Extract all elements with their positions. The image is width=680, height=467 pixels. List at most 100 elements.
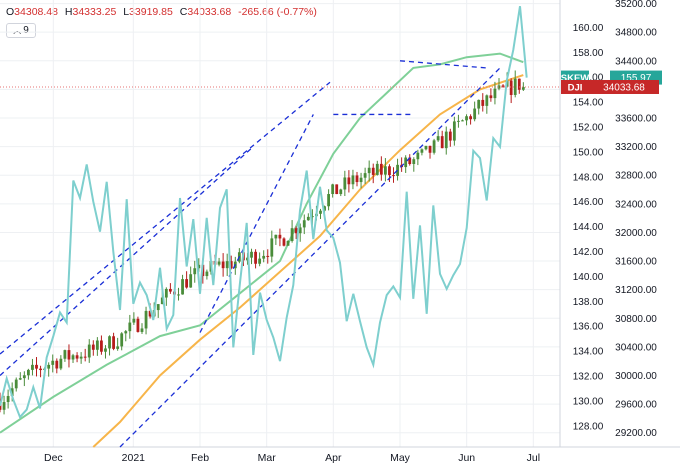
candle-body [100,340,103,352]
candle-body [481,99,485,106]
candle-body [270,238,274,257]
candle-body [306,216,310,221]
candle-body [10,388,14,397]
candle-body [375,163,379,175]
candle-body [379,163,383,175]
dji-tick-label-14: 34800.00 [615,28,657,39]
candle-body [193,268,197,275]
dji-name-label: DJI [568,82,583,93]
candle-body [517,78,521,90]
chevron-up-icon: ︿ [13,26,22,35]
candle-body [71,355,75,360]
x-tick-label-1: 2021 [122,452,146,464]
dji-tick-label-13: 34400.00 [615,56,657,67]
x-tick-label-3: Mar [258,452,277,464]
candle-body [335,184,339,195]
candle-body [286,240,290,246]
candle-body [339,189,343,195]
candle-body [6,396,10,403]
candle-body [31,364,34,370]
candle-body [298,227,302,234]
candle-body [59,358,63,369]
dji-tick-label-6: 31600.00 [615,257,657,268]
candle-body [156,304,160,311]
candle-body [327,194,331,207]
candle-body [331,184,335,195]
trendline-5 [199,114,314,333]
candle-body [274,234,278,239]
candle-body [246,257,249,261]
candle-body [140,328,144,332]
candle-body [290,228,294,241]
skew-tick-label-2: 132.00 [573,372,604,383]
candle-body [39,368,42,371]
dji-tick-label-10: 33200.00 [615,142,657,153]
candle-body [343,177,347,190]
candle-body [83,356,87,358]
dji-tick-label-3: 30400.00 [615,342,657,353]
x-tick-label-7: Jul [527,452,540,464]
moving-average-1 [92,74,524,448]
candle-body [412,159,416,165]
skew-tick-label-7: 142.00 [573,247,604,258]
candle-body [63,350,67,359]
candle-body [485,95,489,106]
candle-body [67,350,71,360]
candle-body [420,149,424,153]
candle-body [91,344,95,350]
candle-body [371,167,375,175]
low-label: L [123,6,130,18]
low-value: 33919.85 [129,6,173,18]
candle-body [258,258,262,264]
candle-body [278,234,282,239]
skew-tick-label-6: 140.00 [573,272,604,283]
candle-body [14,379,18,389]
candle-body [408,157,412,165]
dji-tick-label-9: 32800.00 [615,171,657,182]
close-value: 34033.68 [187,6,232,18]
high-value: 34333.25 [72,6,117,18]
candle-body [355,175,359,183]
candle-body [444,131,448,149]
trendline-4 [399,60,487,69]
skew-tick-label-11: 150.00 [573,147,604,158]
candle-body [116,346,120,349]
candle-body [95,340,99,350]
dji-name-tag [561,79,589,94]
candle-body [254,251,257,264]
candle-body [2,402,6,410]
candle-body [282,238,286,246]
candle-body [250,251,253,258]
x-tick-label-6: Jun [458,452,475,464]
indicators-toggle-button[interactable]: ︿ 9 [6,23,36,38]
indicator-count: 9 [23,25,29,36]
candle-body [457,120,460,122]
candle-body [440,136,444,149]
candle-body [266,255,270,257]
x-tick-label-0: Dec [44,452,63,464]
candle-body [112,336,115,349]
candle-body [160,297,164,305]
candle-body [144,310,148,329]
candle-body [416,152,420,160]
candle-body [501,85,505,87]
candle-body [384,166,387,175]
candle-body [347,177,351,185]
candle-body [367,167,371,174]
change-value: -265.66 (-0.77%) [238,6,317,18]
moving-average-0 [0,52,524,434]
candle-body [323,206,326,211]
candle-body [79,356,83,359]
candle-body [168,288,172,292]
candle-body [128,322,132,332]
x-tick-label-4: Apr [325,452,342,464]
candle-body [185,279,189,288]
dji-tick-label-4: 30800.00 [615,314,657,325]
candle-body [351,175,355,185]
candle-body [363,173,367,178]
candle-body [294,228,298,234]
skew-series-line [0,6,528,419]
candle-body [461,120,464,122]
high-label: H [64,6,73,18]
